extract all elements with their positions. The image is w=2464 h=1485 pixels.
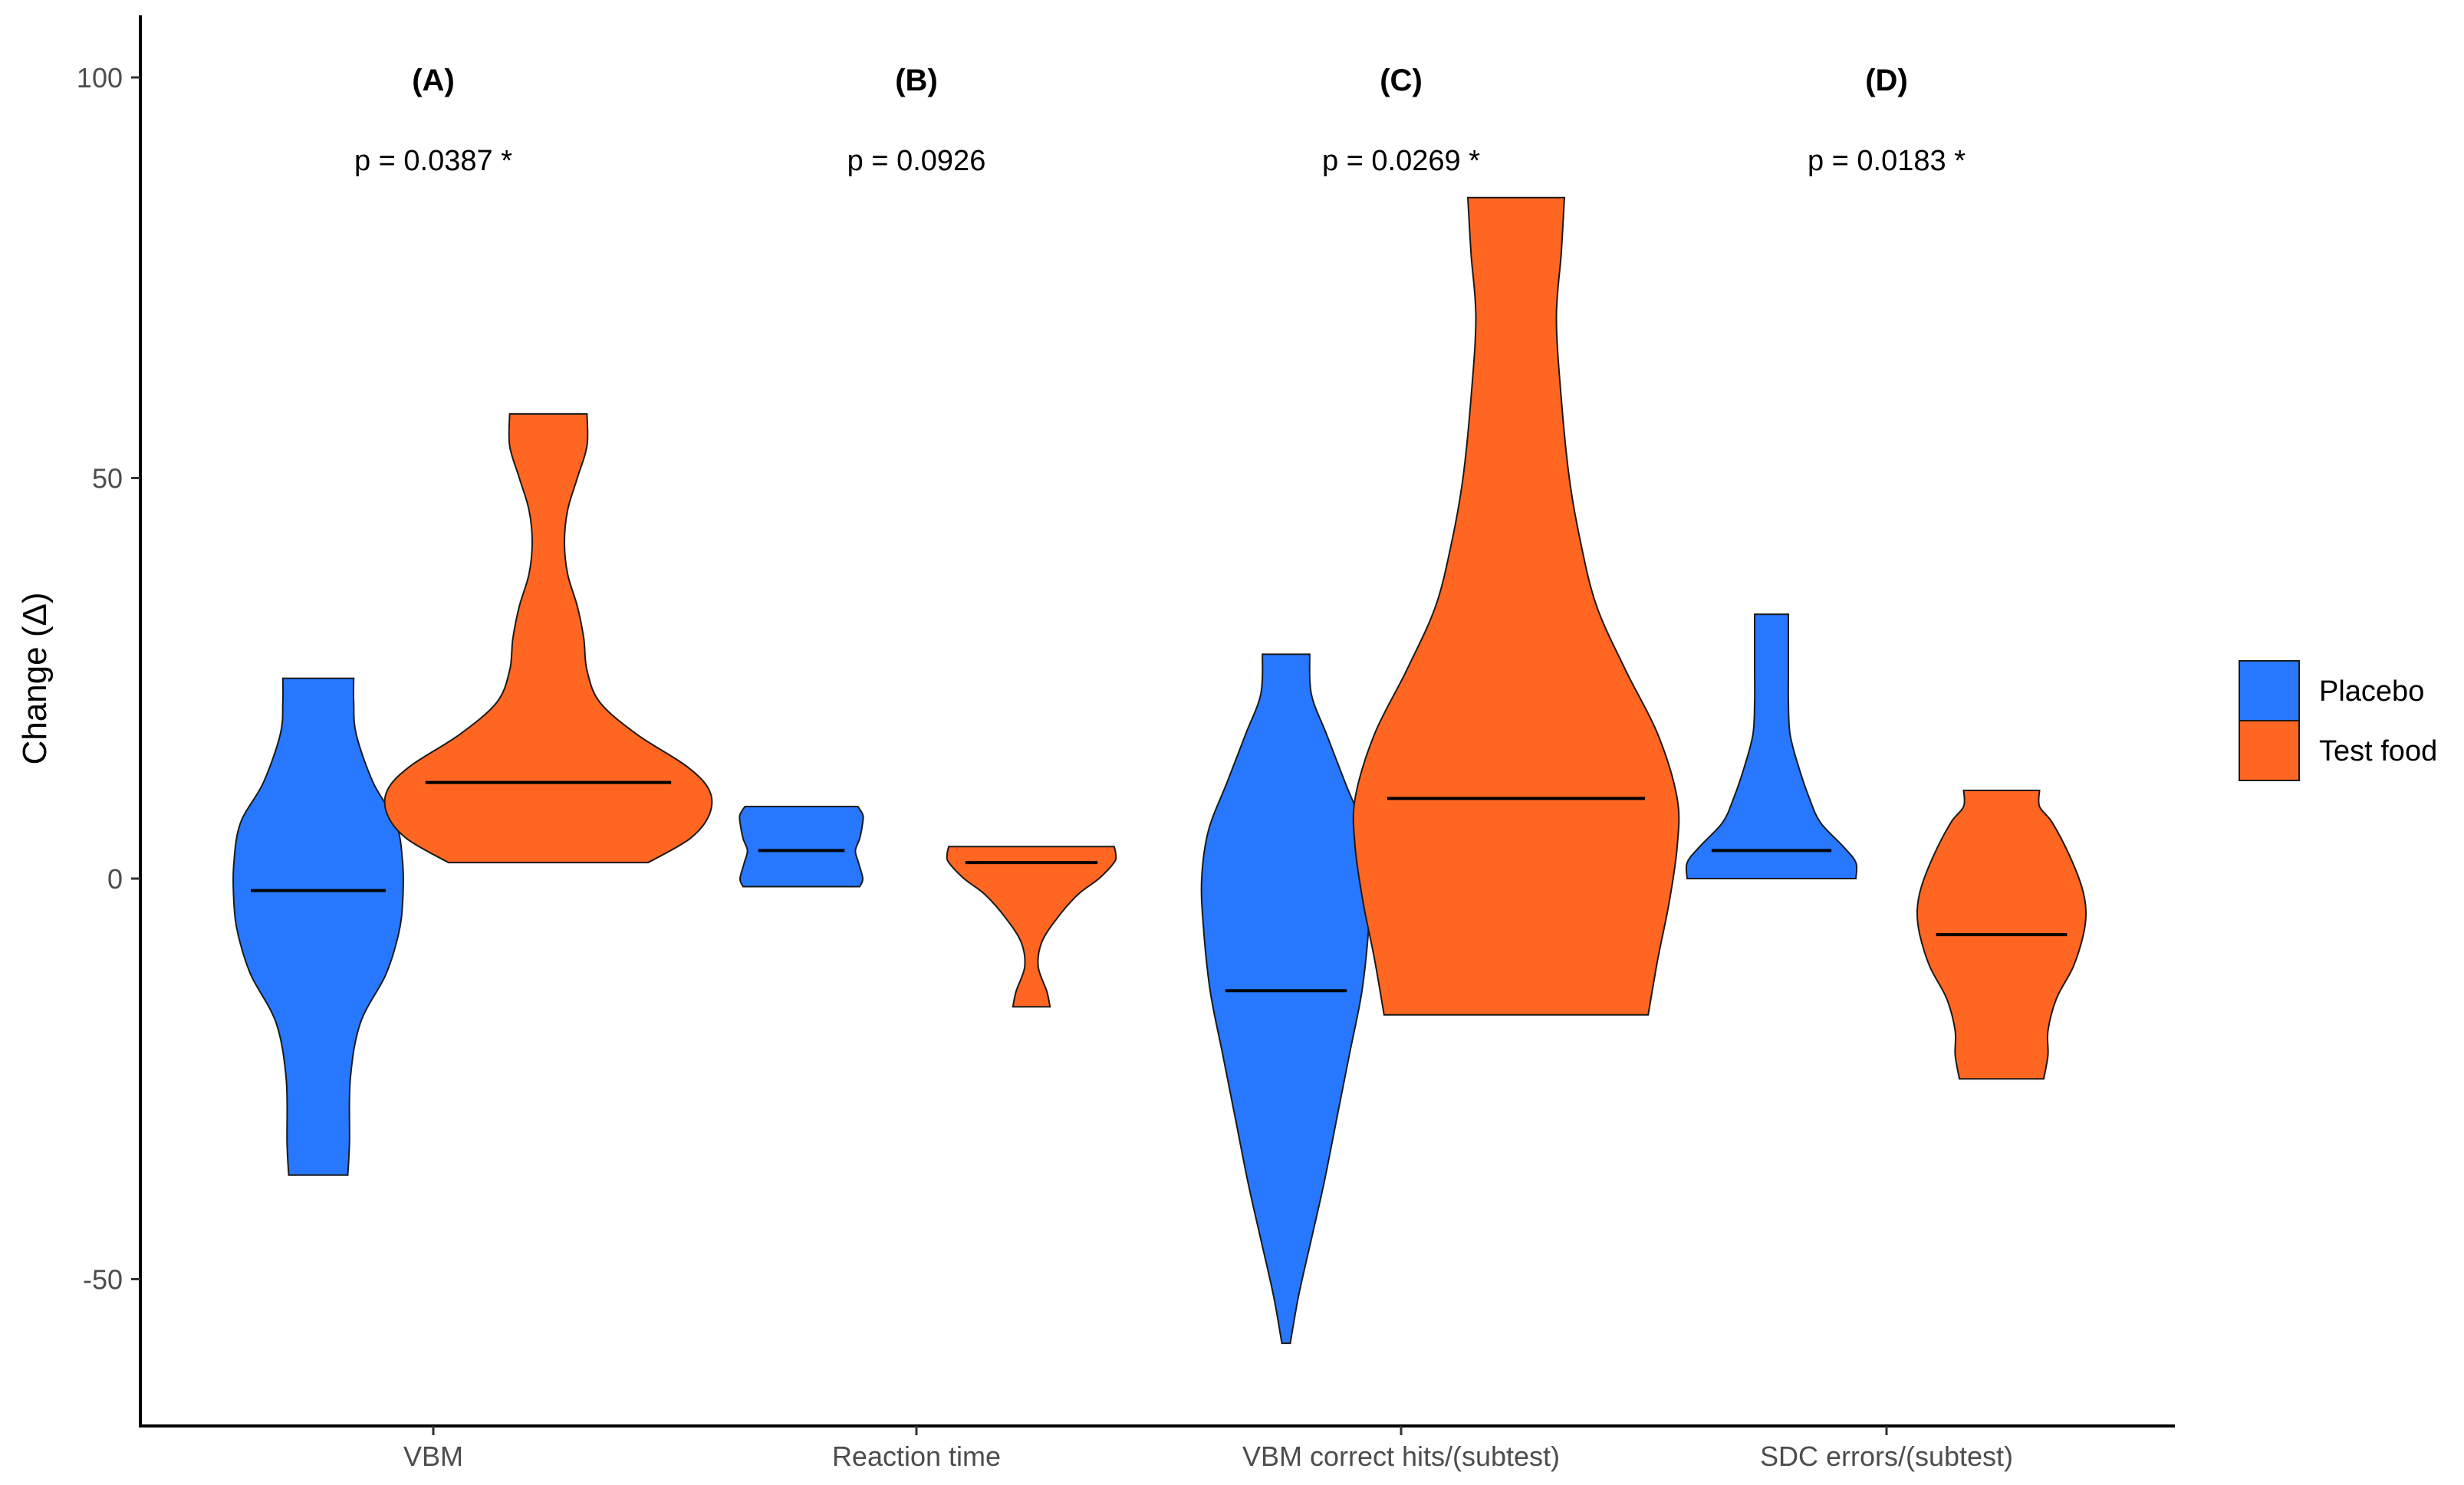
y-ticks: -50 0 50 100 xyxy=(77,62,140,1296)
panel-label: (C) xyxy=(1380,64,1423,97)
y-axis-title: Change (Δ) xyxy=(16,592,54,764)
x-tick-label: Reaction time xyxy=(832,1441,1001,1472)
violin-placebo-2 xyxy=(739,806,864,888)
legend-key-placebo xyxy=(2239,660,2300,721)
violin-placebo-4 xyxy=(1685,613,1858,879)
y-tick-label: 0 xyxy=(107,863,123,895)
panel-label: (A) xyxy=(412,64,455,97)
legend: Placebo Test food xyxy=(2239,660,2437,781)
y-tick-label: -50 xyxy=(83,1264,123,1296)
x-tick-label: VBM correct hits/(subtest) xyxy=(1242,1441,1560,1472)
violin-test-food-3 xyxy=(1352,196,1680,1016)
medians-layer xyxy=(251,780,2068,993)
p-value-label: p = 0.0183 * xyxy=(1808,145,1966,177)
violin-test-food-1 xyxy=(383,412,713,864)
panel-label: (D) xyxy=(1865,64,1908,97)
panel-annotations: (A) p = 0.0387 * (B) p = 0.0926 (C) p = 0.026… xyxy=(354,64,1966,177)
legend-label: Test food xyxy=(2319,735,2437,767)
violin-test-food-2 xyxy=(946,846,1117,1008)
legend-key-test-food xyxy=(2239,720,2300,781)
p-value-label: p = 0.0387 * xyxy=(354,145,512,177)
axes-layer xyxy=(139,15,2175,1428)
y-tick-label: 100 xyxy=(77,62,123,94)
x-tick-label: VBM xyxy=(403,1441,463,1472)
x-ticks: VBM Reaction time VBM correct hits/(subtes… xyxy=(403,1426,2013,1472)
p-value-label: p = 0.0926 xyxy=(847,145,986,177)
p-value-label: p = 0.0269 * xyxy=(1322,145,1480,177)
panel-label: (B) xyxy=(895,64,938,97)
violins-layer xyxy=(232,196,2087,1345)
violin-placebo-1 xyxy=(232,677,404,1176)
y-tick-label: 50 xyxy=(92,463,123,494)
x-tick-label: SDC errors/(subtest) xyxy=(1760,1441,2013,1472)
legend-label: Placebo xyxy=(2319,675,2424,708)
violin-placebo-3 xyxy=(1200,653,1372,1345)
